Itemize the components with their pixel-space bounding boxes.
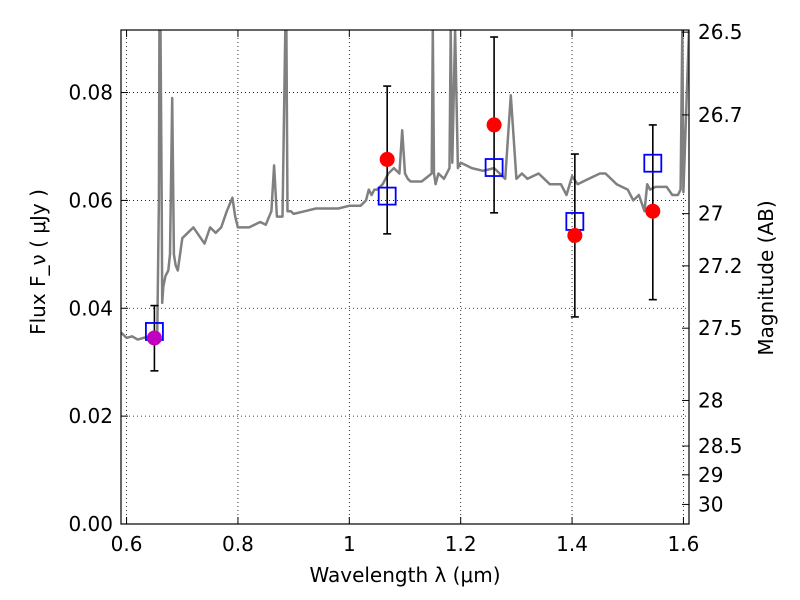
y-axis-right: 26.5 26.7 27 27.2 27.5 28 28.5 29 30: [682, 20, 743, 516]
model-photometry-square: [484, 158, 504, 177]
marker-layer: [145, 117, 663, 346]
y-axis-label: Flux F_ν ( μJy ): [26, 189, 50, 335]
x-tick-label: 1.6: [668, 532, 700, 556]
x-axis: 0.6 0.8 1 1.2 1.4 1.6: [111, 30, 700, 556]
y-tick-label: 0.08: [68, 81, 113, 105]
y2-tick-label: 27: [698, 202, 723, 226]
y2-tick-label: 28.5: [698, 434, 743, 458]
observed-flux-point: [379, 151, 395, 167]
y2-tick-label: 29: [698, 463, 723, 487]
x-tick-label: 1: [343, 532, 356, 556]
plot-frame: [120, 29, 690, 525]
x-tick-label: 1.2: [445, 532, 477, 556]
y-tick-label: 0.04: [68, 296, 113, 320]
spectrum-layer: [121, 30, 689, 341]
y2-tick-label: 26.7: [698, 103, 743, 127]
y-tick-label: 0.06: [68, 188, 113, 212]
observed-flux-point: [567, 227, 583, 243]
observed-flux-point: [645, 203, 661, 219]
y2-axis-label: Magnitude (AB): [754, 200, 778, 355]
model-spectrum-line: [121, 30, 689, 341]
errorbar-layer: [150, 36, 657, 372]
y2-tick-label: 26.5: [698, 20, 743, 44]
observed-flux-point: [146, 330, 162, 346]
grid-lines: [121, 30, 689, 525]
x-axis-label: Wavelength λ (μm): [309, 563, 500, 587]
y-tick-label: 0.00: [68, 512, 113, 536]
x-tick-label: 0.8: [222, 532, 254, 556]
y2-tick-label: 27.2: [698, 254, 743, 278]
y2-tick-label: 27.5: [698, 316, 743, 340]
x-tick-label: 0.6: [111, 532, 143, 556]
x-tick-label: 1.4: [556, 532, 588, 556]
y-tick-label: 0.02: [68, 404, 113, 428]
y2-tick-label: 30: [698, 492, 723, 516]
y-axis-left: 0.00 0.02 0.04 0.06 0.08: [68, 81, 128, 536]
observed-flux-point: [486, 117, 502, 133]
y2-tick-label: 28: [698, 388, 723, 412]
model-photometry-square: [643, 153, 663, 173]
model-photometry-square: [377, 186, 397, 206]
